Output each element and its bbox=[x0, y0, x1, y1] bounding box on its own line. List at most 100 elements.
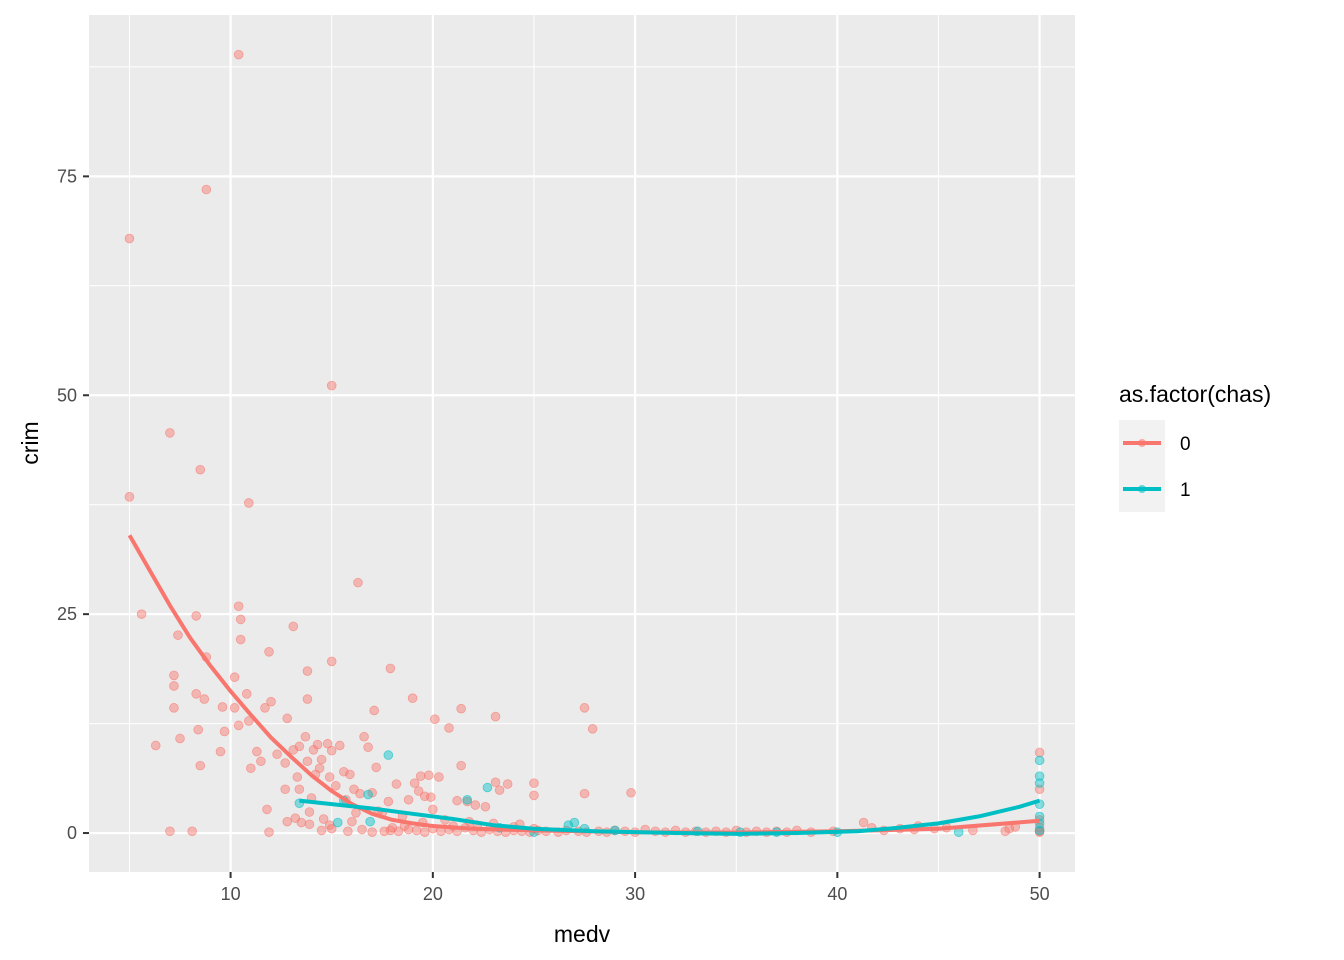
point-series-0-80 bbox=[359, 731, 369, 742]
point-series-0-20 bbox=[215, 746, 226, 757]
point-series-0-104 bbox=[456, 703, 466, 714]
grid-major bbox=[89, 15, 1075, 872]
point-series-0-79 bbox=[355, 788, 365, 799]
point-series-0-197 bbox=[343, 826, 353, 837]
point-series-0-109 bbox=[490, 711, 501, 722]
point-series-0-3 bbox=[150, 740, 161, 751]
point-series-0-51 bbox=[294, 784, 305, 795]
x-tick-label-3: 40 bbox=[827, 884, 847, 904]
point-series-0-47 bbox=[288, 745, 299, 755]
point-series-0-111 bbox=[494, 785, 505, 795]
point-series-0-5 bbox=[165, 826, 175, 837]
point-series-1-7 bbox=[482, 782, 493, 793]
point-series-0-68 bbox=[326, 380, 337, 391]
point-series-0-93 bbox=[409, 778, 420, 788]
point-series-0-41 bbox=[272, 749, 282, 760]
point-series-0-88 bbox=[385, 663, 396, 674]
legend-label-0: 0 bbox=[1180, 434, 1191, 455]
legend-key-point-0 bbox=[1138, 439, 1146, 447]
point-series-0-61 bbox=[312, 739, 323, 750]
point-series-0-75 bbox=[345, 769, 355, 780]
point-series-0-99 bbox=[428, 804, 438, 815]
point-series-1-19 bbox=[1034, 755, 1045, 766]
point-series-1-3 bbox=[363, 789, 373, 800]
point-series-0-26 bbox=[233, 601, 244, 612]
y-tick-label-0: 0 bbox=[67, 823, 77, 843]
point-series-1-5 bbox=[383, 750, 394, 760]
point-series-0-98 bbox=[426, 792, 436, 802]
y-axis-ticks: 0 25 50 75 bbox=[57, 166, 89, 843]
point-series-0-42 bbox=[280, 784, 290, 795]
y-axis-title: crim bbox=[17, 421, 43, 464]
point-series-0-77 bbox=[351, 808, 361, 818]
point-series-0-78 bbox=[353, 577, 363, 588]
point-series-0-62 bbox=[314, 763, 325, 774]
point-series-0-195 bbox=[316, 825, 327, 836]
y-tick-label-1: 25 bbox=[57, 604, 77, 624]
point-series-0-56 bbox=[302, 694, 313, 704]
point-series-0-50 bbox=[294, 741, 305, 752]
point-series-0-89 bbox=[391, 779, 402, 789]
point-series-1-21 bbox=[1034, 778, 1045, 788]
point-series-0-25 bbox=[233, 49, 244, 60]
legend-title: as.factor(chas) bbox=[1119, 381, 1271, 407]
x-tick-label-0: 10 bbox=[221, 884, 241, 904]
point-series-0-110 bbox=[490, 777, 501, 788]
point-series-0-196 bbox=[326, 823, 337, 834]
point-series-0-38 bbox=[264, 646, 274, 657]
point-series-0-116 bbox=[579, 703, 590, 713]
point-series-0-17 bbox=[199, 694, 210, 704]
point-series-0-29 bbox=[233, 720, 244, 731]
point-series-0-167 bbox=[858, 817, 869, 828]
point-series-0-108 bbox=[480, 801, 491, 812]
point-series-0-94 bbox=[413, 786, 424, 796]
point-series-0-107 bbox=[470, 800, 481, 810]
point-series-0-121 bbox=[393, 826, 404, 837]
point-series-1-25 bbox=[1034, 825, 1045, 836]
point-series-0-83 bbox=[369, 705, 379, 716]
point-series-0-200 bbox=[379, 826, 390, 837]
point-series-1-4 bbox=[365, 816, 375, 827]
point-series-0-103 bbox=[452, 795, 462, 806]
point-series-0-202 bbox=[347, 816, 357, 827]
point-series-0-44 bbox=[282, 713, 293, 724]
point-series-0-31 bbox=[243, 498, 254, 508]
point-series-0-199 bbox=[367, 827, 377, 837]
point-series-1-11 bbox=[569, 817, 580, 828]
point-series-0-54 bbox=[302, 756, 313, 767]
point-series-0-39 bbox=[264, 827, 274, 837]
point-series-0-2 bbox=[136, 609, 147, 619]
point-series-0-6 bbox=[169, 670, 179, 681]
point-series-0-198 bbox=[357, 824, 367, 835]
point-series-0-23 bbox=[229, 672, 240, 682]
point-series-0-27 bbox=[235, 614, 246, 625]
point-series-0-70 bbox=[326, 745, 337, 756]
point-series-0-16 bbox=[195, 760, 206, 771]
point-series-0-119 bbox=[626, 787, 636, 798]
point-series-0-112 bbox=[502, 779, 513, 789]
point-series-0-0 bbox=[124, 233, 135, 244]
point-series-0-124 bbox=[419, 827, 430, 837]
point-series-0-64 bbox=[318, 814, 329, 824]
point-series-0-36 bbox=[260, 703, 270, 713]
point-series-0-33 bbox=[246, 763, 256, 774]
point-series-1-20 bbox=[1034, 771, 1045, 781]
legend-label-1: 1 bbox=[1180, 480, 1191, 501]
legend: as.factor(chas) 0 1 bbox=[1119, 381, 1271, 512]
point-series-1-6 bbox=[462, 794, 473, 805]
legend-key-point-1 bbox=[1138, 485, 1146, 493]
point-series-0-30 bbox=[241, 689, 252, 699]
point-series-0-53 bbox=[300, 731, 311, 742]
point-series-0-73 bbox=[339, 766, 349, 777]
point-series-0-105 bbox=[456, 760, 466, 771]
point-series-0-13 bbox=[191, 689, 201, 699]
point-series-0-18 bbox=[201, 184, 212, 195]
smooth-layer bbox=[127, 534, 1041, 836]
point-series-0-118 bbox=[579, 788, 590, 799]
point-series-0-57 bbox=[304, 807, 315, 817]
point-series-0-63 bbox=[316, 754, 327, 765]
point-series-0-71 bbox=[330, 780, 341, 791]
point-series-0-81 bbox=[363, 742, 373, 753]
point-series-0-52 bbox=[296, 817, 307, 828]
point-series-0-91 bbox=[403, 794, 414, 805]
